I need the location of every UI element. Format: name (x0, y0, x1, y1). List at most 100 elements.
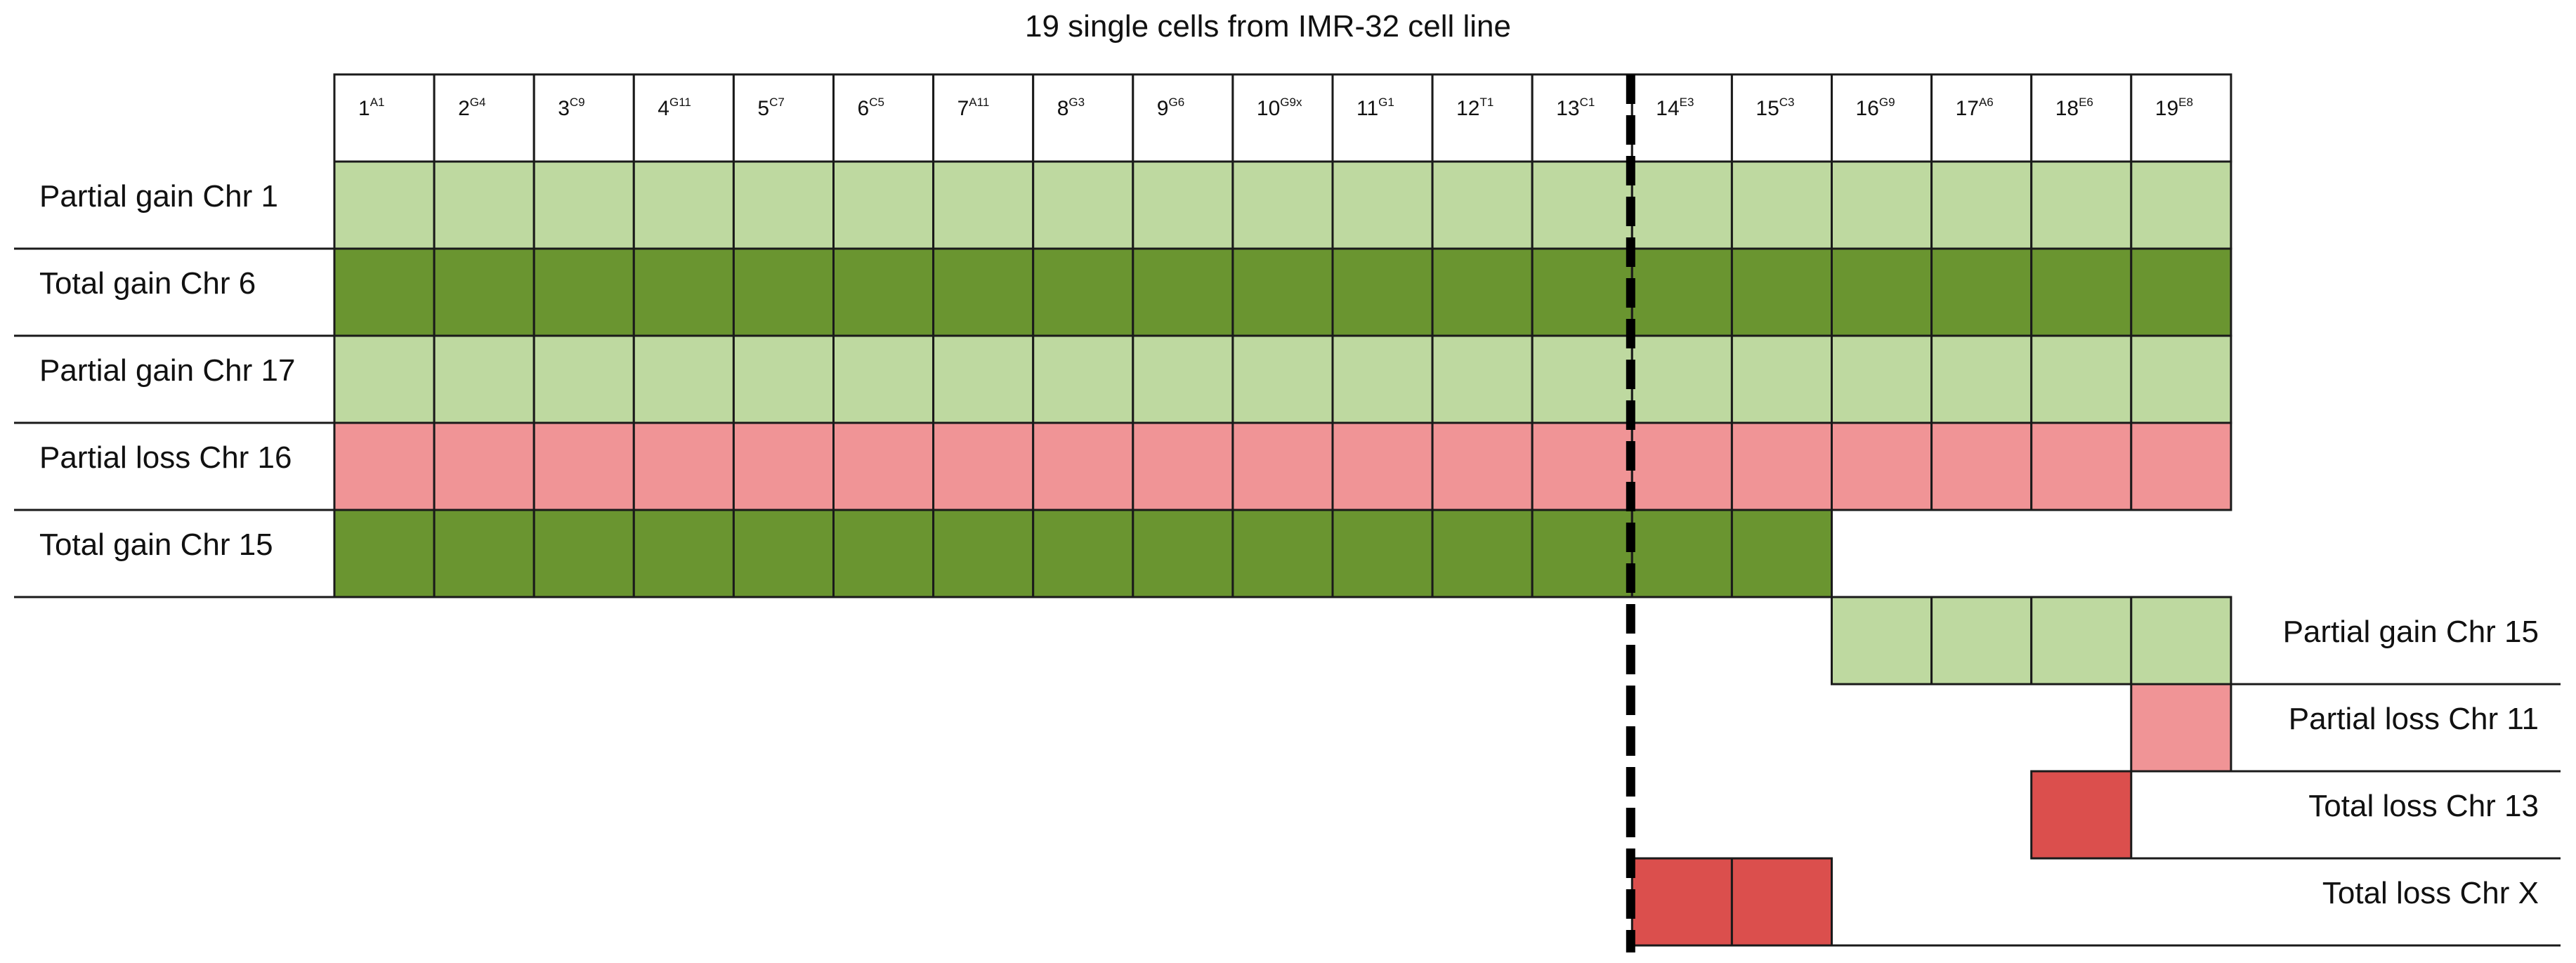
header-cell-11 (1331, 73, 1434, 163)
total-gain-cell (433, 247, 535, 337)
partial-gain-cell (1331, 334, 1434, 424)
partial-gain-cell (1831, 160, 1933, 250)
partial-gain-cell (932, 334, 1035, 424)
partial-loss-cell (932, 421, 1035, 511)
partial-gain-cell (632, 334, 735, 424)
row-partial-gain-chr-1 (333, 160, 2232, 250)
total-gain-cell (2030, 247, 2133, 337)
total-gain-cell (333, 247, 436, 337)
cell-id-label: 12T1 (1456, 96, 1493, 120)
row-label: Partial loss Chr 16 (39, 440, 292, 475)
partial-loss-cell (1231, 421, 1334, 511)
row-label: Total gain Chr 15 (39, 528, 273, 562)
total-loss-cell (2030, 770, 2133, 860)
total-gain-cell (1630, 247, 1733, 337)
partial-gain-cell (1730, 334, 1833, 424)
row-total-loss-chr-13 (2030, 770, 2133, 860)
row-label: Partial gain Chr 17 (39, 353, 295, 388)
partial-gain-cell (1231, 160, 1334, 250)
total-gain-cell (1531, 247, 1633, 337)
total-gain-cell (832, 247, 935, 337)
partial-loss-cell (1930, 421, 2033, 511)
cell-id-label: 5C7 (757, 96, 784, 120)
partial-gain-cell (1431, 160, 1534, 250)
total-gain-cell (632, 247, 735, 337)
partial-gain-cell (1331, 160, 1434, 250)
total-gain-cell (932, 509, 1035, 598)
partial-loss-cell (1831, 421, 1933, 511)
header-cell-12 (1431, 73, 1534, 163)
partial-gain-cell (2030, 334, 2133, 424)
header-cell-17 (1930, 73, 2033, 163)
partial-gain-cell (433, 160, 535, 250)
header-cell-8 (1032, 73, 1135, 163)
cell-id-label: 10G9x (1257, 96, 1302, 120)
partial-loss-cell (1132, 421, 1234, 511)
partial-loss-cell (333, 421, 436, 511)
row-labels: Partial gain Chr 1 Total gain Chr 6 Partia… (14, 179, 2561, 947)
partial-gain-cell (1930, 160, 2033, 250)
partial-gain-cell (1930, 596, 2033, 686)
row-label: Partial loss Chr 11 (2289, 702, 2539, 736)
total-gain-cell (732, 247, 835, 337)
cell-id-label: 9G6 (1157, 96, 1184, 120)
partial-gain-cell (1231, 334, 1334, 424)
partial-gain-cell (832, 334, 935, 424)
diagram-title: 19 single cells from IMR-32 cell line (1025, 9, 1511, 44)
cell-header-row: 1A1 2G4 3C9 4G11 5C7 6C5 7A11 8G3 9G6 10G9x 11G1 12… (333, 73, 2232, 163)
partial-loss-cell (2130, 421, 2232, 511)
row-label: Total loss Chr X (2322, 876, 2539, 910)
partial-gain-cell (1630, 334, 1733, 424)
partial-gain-cell (532, 334, 635, 424)
row-label: Total loss Chr 13 (2308, 789, 2539, 823)
total-gain-cell (1331, 247, 1434, 337)
cell-id-label: 8G3 (1057, 96, 1085, 120)
total-gain-cell (1831, 247, 1933, 337)
header-cell-5 (732, 73, 835, 163)
partial-gain-cell (1531, 160, 1633, 250)
partial-gain-cell (732, 334, 835, 424)
cell-id-label: 18E6 (2055, 96, 2093, 120)
partial-gain-cell (2030, 596, 2133, 686)
cell-id-label: 1A1 (358, 96, 384, 120)
partial-loss-cell (732, 421, 835, 511)
total-loss-cell (1630, 857, 1733, 947)
header-cell-15 (1730, 73, 1833, 163)
total-gain-cell (532, 509, 635, 598)
row-label: Partial gain Chr 15 (2283, 615, 2539, 649)
header-cell-19 (2130, 73, 2232, 163)
partial-loss-cell (1630, 421, 1733, 511)
header-cell-7 (932, 73, 1035, 163)
partial-gain-cell (1431, 334, 1534, 424)
header-cell-9 (1132, 73, 1234, 163)
row-total-loss-chr-x (1630, 857, 1833, 947)
row-label: Total gain Chr 6 (39, 266, 256, 301)
total-gain-cell (1730, 247, 1833, 337)
partial-gain-cell (732, 160, 835, 250)
partial-loss-cell (832, 421, 935, 511)
cell-id-label: 14E3 (1656, 96, 1694, 120)
header-cell-10 (1231, 73, 1334, 163)
cell-id-label: 2G4 (458, 96, 485, 120)
total-gain-cell (1431, 509, 1534, 598)
cell-id-label: 13C1 (1556, 96, 1595, 120)
cell-id-label: 4G11 (658, 96, 691, 120)
header-cell-2 (433, 73, 535, 163)
cell-id-label: 11G1 (1356, 96, 1394, 120)
partial-gain-cell (932, 160, 1035, 250)
total-gain-cell (632, 509, 735, 598)
partial-gain-cell (1831, 334, 1933, 424)
total-gain-cell (1730, 509, 1833, 598)
partial-gain-cell (2130, 160, 2232, 250)
partial-gain-cell (2030, 160, 2133, 250)
total-gain-cell (1630, 509, 1733, 598)
partial-gain-cell (1630, 160, 1733, 250)
row-partial-gain-chr-17 (333, 334, 2232, 424)
partial-loss-cell (2030, 421, 2133, 511)
total-gain-cell (1231, 247, 1334, 337)
partial-loss-cell (2130, 683, 2232, 773)
partial-gain-cell (1531, 334, 1633, 424)
total-gain-cell (1032, 247, 1135, 337)
row-partial-loss-chr-16 (333, 421, 2232, 511)
total-gain-cell (1231, 509, 1334, 598)
